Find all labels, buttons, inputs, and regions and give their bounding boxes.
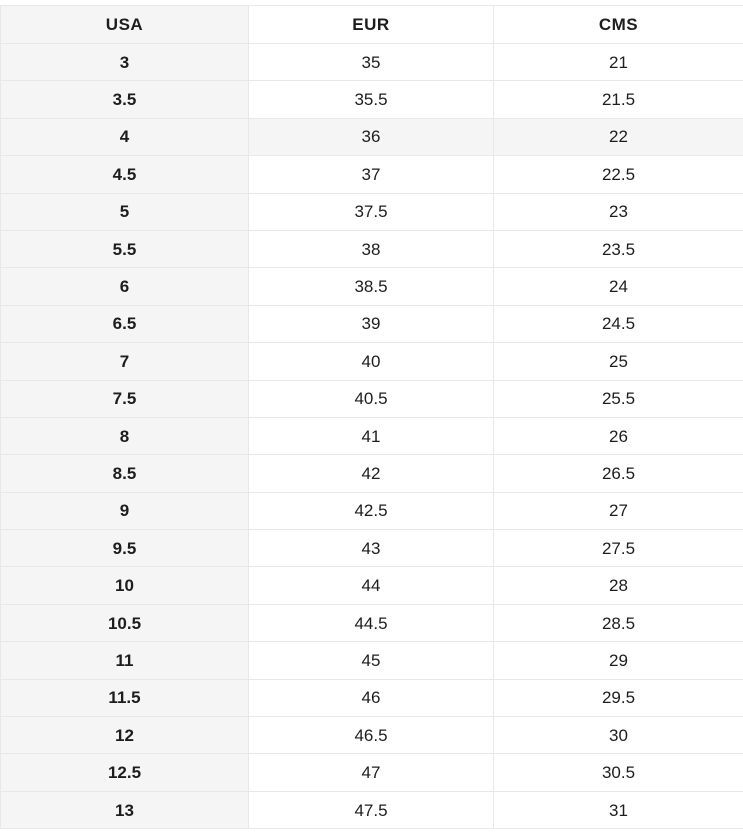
table-cell: 11.5 [1,679,249,716]
table-cell: 42.5 [249,492,494,529]
column-header-cms: CMS [494,6,743,44]
table-cell: 24 [494,268,743,305]
table-cell: 4.5 [1,156,249,193]
table-cell: 25.5 [494,380,743,417]
table-cell: 11 [1,642,249,679]
table-cell: 5 [1,193,249,230]
table-cell: 47.5 [249,791,494,828]
table-cell: 8.5 [1,455,249,492]
table-cell: 23 [494,193,743,230]
table-cell: 3.5 [1,81,249,118]
table-cell: 29 [494,642,743,679]
table-cell: 26 [494,417,743,454]
column-header-usa: USA [1,6,249,44]
table-cell: 40.5 [249,380,494,417]
table-cell: 44 [249,567,494,604]
table-cell: 22.5 [494,156,743,193]
table-cell: 26.5 [494,455,743,492]
table-cell: 29.5 [494,679,743,716]
table-cell: 10.5 [1,604,249,641]
table-cell: 36 [249,118,494,155]
table-cell: 45 [249,642,494,679]
table-cell: 7 [1,343,249,380]
table-cell: 30 [494,717,743,754]
table-cell: 42 [249,455,494,492]
table-cell: 38 [249,230,494,267]
table-cell: 6 [1,268,249,305]
table-cell: 40 [249,343,494,380]
table-cell: 44.5 [249,604,494,641]
table-cell: 12 [1,717,249,754]
table-cell: 23.5 [494,230,743,267]
table-cell: 37.5 [249,193,494,230]
table-cell: 39 [249,305,494,342]
table-cell: 21.5 [494,81,743,118]
table-cell: 8 [1,417,249,454]
table-cell: 3 [1,44,249,81]
table-cell: 12.5 [1,754,249,791]
table-cell: 41 [249,417,494,454]
table-cell: 28 [494,567,743,604]
table-cell: 27 [494,492,743,529]
table-cell: 46.5 [249,717,494,754]
table-cell: 21 [494,44,743,81]
table-cell: 13 [1,791,249,828]
table-cell: 35 [249,44,494,81]
table-cell: 35.5 [249,81,494,118]
table-cell: 47 [249,754,494,791]
table-cell: 6.5 [1,305,249,342]
table-cell: 9 [1,492,249,529]
table-cell: 28.5 [494,604,743,641]
table-cell: 5.5 [1,230,249,267]
table-cell: 38.5 [249,268,494,305]
table-cell: 27.5 [494,530,743,567]
table-cell: 10 [1,567,249,604]
table-cell: 24.5 [494,305,743,342]
table-cell: 7.5 [1,380,249,417]
table-cell: 31 [494,791,743,828]
table-cell: 46 [249,679,494,716]
table-cell: 9.5 [1,530,249,567]
column-header-eur: EUR [249,6,494,44]
table-cell: 43 [249,530,494,567]
table-cell: 37 [249,156,494,193]
table-cell: 4 [1,118,249,155]
table-cell: 30.5 [494,754,743,791]
table-cell: 22 [494,118,743,155]
table-cell: 25 [494,343,743,380]
header-row: USA EUR CMS [1,6,743,44]
